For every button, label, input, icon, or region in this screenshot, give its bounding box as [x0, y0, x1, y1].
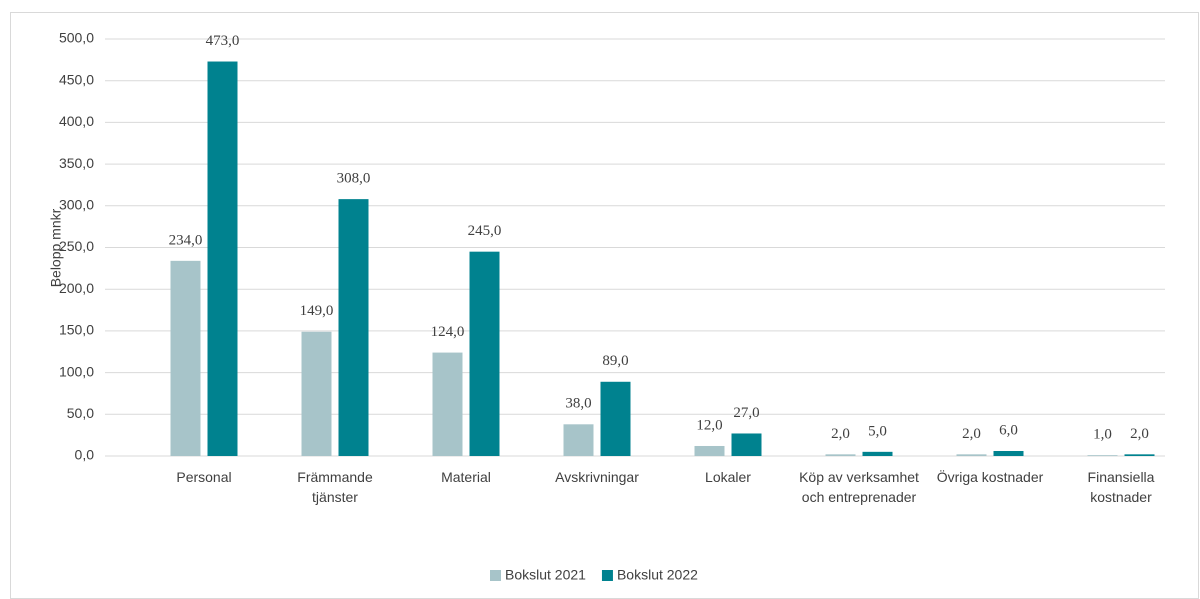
- y-tick-label: 450,0: [59, 71, 94, 87]
- y-axis-title: Belopp mnkr: [48, 208, 64, 287]
- data-label: 5,0: [868, 423, 887, 439]
- x-tick-label-box: Finansiella kostnader: [1087, 469, 1155, 505]
- x-tick-label: Avskrivningar: [555, 469, 639, 485]
- x-tick-label: Material: [441, 469, 491, 485]
- x-tick-label-box: Material: [441, 469, 491, 485]
- legend-swatch: [601, 570, 613, 581]
- data-label: 2,0: [831, 426, 850, 442]
- x-tick-label-box: Köp av verksamhet och entreprenader: [799, 469, 919, 505]
- y-tick-label: 200,0: [59, 280, 94, 296]
- bar: [1087, 455, 1118, 456]
- bar: [825, 454, 856, 456]
- data-label: 1,0: [1093, 427, 1112, 443]
- data-label: 245,0: [468, 223, 502, 239]
- data-label: 89,0: [602, 353, 628, 369]
- bar: [301, 331, 332, 456]
- x-tick-label: Personal: [176, 469, 232, 485]
- y-tick-label: 350,0: [59, 155, 94, 171]
- data-label: 473,0: [206, 33, 240, 49]
- data-label: 6,0: [999, 422, 1018, 438]
- y-tick-label: 500,0: [59, 30, 94, 46]
- data-label: 2,0: [1130, 426, 1149, 442]
- data-label: 27,0: [733, 405, 759, 421]
- bar: [731, 433, 762, 456]
- data-label: 12,0: [696, 417, 722, 433]
- bar: [338, 199, 369, 457]
- bar: [694, 445, 725, 456]
- bar: [563, 424, 594, 456]
- y-tick-label: 300,0: [59, 197, 94, 213]
- x-tick-label-box: Främmande tjänster: [297, 469, 373, 505]
- bar: [432, 352, 463, 456]
- data-label: 38,0: [565, 396, 591, 412]
- legend-swatch: [490, 570, 501, 581]
- legend-label: Bokslut 2021: [505, 567, 586, 583]
- x-tick-label: Finansiella kostnader: [1087, 469, 1155, 505]
- y-tick-label: 250,0: [59, 238, 94, 254]
- bar: [1124, 454, 1155, 456]
- bar: [862, 451, 893, 456]
- bar: [600, 381, 631, 456]
- y-tick-label: 100,0: [59, 363, 94, 379]
- legend-label: Bokslut 2022: [617, 567, 698, 583]
- data-label: 149,0: [300, 303, 334, 319]
- y-tick-label: 0,0: [75, 447, 95, 463]
- bar: [469, 251, 500, 456]
- x-tick-label: Övriga kostnader: [936, 469, 1044, 485]
- x-tick-label-box: Avskrivningar: [555, 469, 639, 485]
- bar: [207, 61, 238, 456]
- x-tick-label: Främmande tjänster: [297, 469, 373, 505]
- bar: [170, 260, 201, 456]
- x-tick-label: Köp av verksamhet och entreprenader: [799, 469, 919, 505]
- x-tick-label-box: Lokaler: [705, 469, 751, 485]
- data-label: 308,0: [337, 171, 371, 187]
- y-tick-label: 50,0: [67, 405, 94, 421]
- x-tick-label-box: Personal: [176, 469, 232, 485]
- data-label: 124,0: [431, 324, 465, 340]
- data-label: 234,0: [169, 232, 203, 248]
- bar: [993, 450, 1024, 456]
- y-tick-label: 150,0: [59, 322, 94, 338]
- y-tick-label: 400,0: [59, 113, 94, 129]
- x-tick-label: Lokaler: [705, 469, 751, 485]
- bar: [956, 454, 987, 456]
- x-tick-label-box: Övriga kostnader: [936, 469, 1044, 485]
- data-label: 2,0: [962, 426, 981, 442]
